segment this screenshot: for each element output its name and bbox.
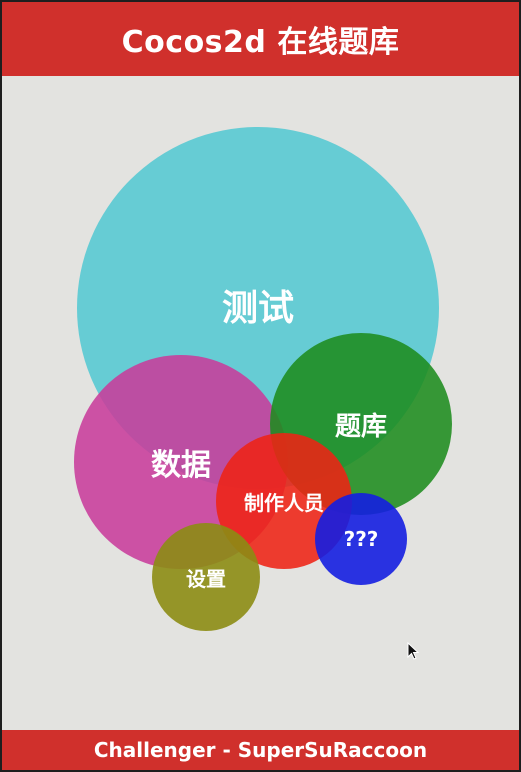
test-label: 测试 bbox=[221, 288, 294, 329]
data-label: 数据 bbox=[151, 448, 211, 483]
title-bar: Cocos2d 在线题库 bbox=[2, 2, 519, 76]
settings-bubble-button[interactable]: 设置 bbox=[152, 523, 260, 631]
footer-credit: Challenger - SuperSuRaccoon bbox=[93, 738, 428, 762]
credits-label: 制作人员 bbox=[244, 490, 324, 515]
mouse-pointer-icon bbox=[407, 642, 419, 660]
question-bank-label: 题库 bbox=[334, 411, 387, 442]
page-title: Cocos2d 在线题库 bbox=[121, 25, 400, 60]
unknown-label: ??? bbox=[343, 527, 379, 551]
footer-bar: Challenger - SuperSuRaccoon bbox=[2, 730, 519, 770]
settings-label: 设置 bbox=[186, 566, 226, 591]
unknown-bubble-button[interactable]: ??? bbox=[315, 493, 407, 585]
